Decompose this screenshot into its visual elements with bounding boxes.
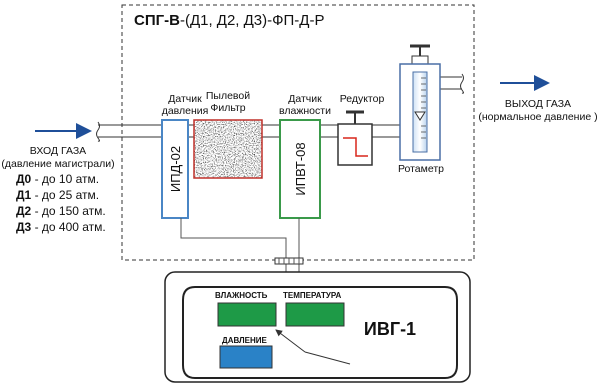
pressure-range: Д2 - до 150 атм. — [16, 204, 106, 218]
humidity-sensor — [279, 119, 321, 219]
display-label: ДАВЛЕНИЕ — [222, 336, 268, 345]
inlet-label: ВХОД ГАЗА — [30, 145, 86, 157]
caption: Датчик — [168, 93, 202, 105]
caption: Редуктор — [340, 93, 385, 105]
caption: Пылевой — [206, 90, 250, 102]
range-text: - до 400 атм. — [31, 220, 106, 234]
pressure-range: Д1 - до 25 атм. — [16, 188, 99, 202]
connection-arrow — [276, 330, 351, 365]
caption: Датчик — [288, 93, 322, 105]
pressure-range: Д0 - до 10 атм. — [16, 172, 99, 186]
filter-media — [194, 120, 262, 178]
title: СПГ-В-(Д1, Д2, Д3)-ФП-Д-Р — [134, 12, 324, 29]
range-code: Д2 — [16, 204, 32, 218]
pressure-range: Д3 - до 400 атм. — [16, 220, 106, 234]
caption: влажности — [279, 105, 331, 117]
range-text: - до 150 атм. — [31, 204, 106, 218]
reducer — [337, 110, 373, 166]
device — [164, 271, 471, 383]
display-label: ВЛАЖНОСТЬ — [215, 291, 268, 300]
rotameter — [399, 44, 441, 161]
enclosure — [121, 4, 475, 261]
outlet-label: ВЫХОД ГАЗА — [505, 98, 571, 110]
outlet-note: (нормальное давление ) — [478, 111, 597, 123]
range-code: Д1 — [16, 188, 32, 202]
pressure-sensor — [161, 119, 189, 219]
device-model: ИВГ-1 — [364, 319, 416, 339]
humidity-display — [217, 302, 277, 327]
pressure-display — [219, 345, 273, 369]
dust-filter — [193, 119, 263, 179]
sensor-model: ИПД-02 — [168, 146, 183, 192]
range-text: - до 25 атм. — [31, 188, 99, 202]
range-code: Д3 — [16, 220, 32, 234]
temperature-display — [285, 302, 345, 327]
inlet-note: (давление магистрали) — [1, 158, 114, 170]
caption: Фильтр — [210, 102, 245, 114]
range-text: - до 10 атм. — [31, 172, 99, 186]
display-label: ТЕМПЕРАТУРА — [283, 291, 341, 300]
title-bold: СПГ-В — [134, 12, 180, 29]
caption: Ротаметр — [398, 163, 444, 175]
pressure-ranges: Д0 - до 10 атм. Д1 - до 25 атм. Д2 - до 15… — [16, 172, 106, 234]
title-rest: -(Д1, Д2, Д3)-ФП-Д-Р — [180, 12, 325, 29]
caption: давления — [162, 105, 209, 117]
sensor-model: ИПВТ-08 — [293, 142, 308, 195]
range-code: Д0 — [16, 172, 32, 186]
